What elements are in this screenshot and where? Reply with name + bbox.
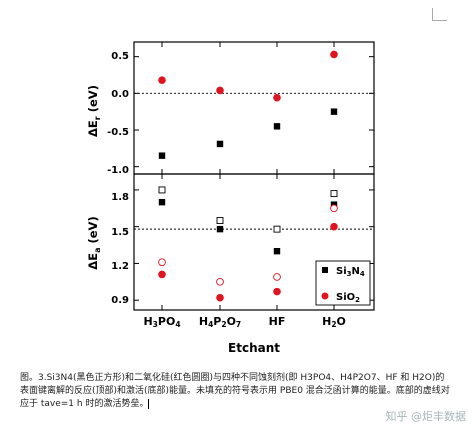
data-point [158,270,166,279]
data-point [216,277,224,286]
figure-caption: 图。3.Si3N4(黑色正方形)和二氧化硅(红色圆圈)与四种不同蚀刻剂(即 H3… [20,372,450,411]
bottom-panel: 0.9 1.2 1.5 1.8 ΔEa (eV) Si3N4 SiO2 [86,173,375,311]
data-point [273,247,281,255]
data-point [216,217,224,225]
legend-marker-sio2 [321,292,329,300]
top-panel-marks [134,42,374,174]
figure: -1.0 -0.5 0.0 0.5 ΔEr (eV) 0.9 1.2 1.5 1… [86,41,375,355]
top-panel: -1.0 -0.5 0.0 0.5 ΔEr (eV) [86,41,375,176]
legend-label-si3n4: Si3N4 [336,266,365,278]
data-point [273,123,281,130]
y-tick-label: 0.0 [111,89,129,100]
top-panel-frame [133,41,375,175]
data-point [216,225,224,233]
bottom-panel-frame [133,173,375,311]
data-point [158,258,166,267]
data-point [158,198,166,206]
y-tick-label: 0.9 [111,295,129,306]
x-axis: H3PO4 H4P2O7 HF H2O Etchant [143,315,345,355]
data-point [330,108,338,115]
x-tick-label: H2O [322,315,346,329]
y-tick-label: 0.5 [111,51,129,62]
data-point [158,186,166,194]
y-tick-label: 1.8 [111,192,129,203]
text-cursor [148,398,150,409]
y-tick-label: 1.2 [111,261,129,272]
x-tick-label: H3PO4 [143,315,180,329]
top-y-axis: -1.0 -0.5 0.0 0.5 [107,51,129,176]
y-tick-label: 1.5 [111,227,129,238]
data-point [273,225,281,233]
data-point [158,76,166,84]
bottom-panel-marks [134,174,374,310]
legend-label-sio2: SiO2 [336,292,360,304]
data-point [216,86,224,95]
data-point [273,93,281,102]
legend-marker-si3n4 [322,267,328,273]
data-point [216,293,224,302]
window-corner-mark [432,8,447,21]
data-point [273,287,281,296]
data-point [158,152,166,159]
x-axis-title: Etchant [228,341,280,355]
y-tick-label: -1.0 [107,165,129,176]
bottom-y-axis-title: ΔEa (eV) [86,216,102,269]
data-point [330,50,338,59]
caption-text: 图。3.Si3N4(黑色正方形)和二氧化硅(红色圆圈)与四种不同蚀刻剂(即 H3… [20,373,450,409]
data-point [330,222,338,231]
watermark: 知乎 @炬丰数据 [385,410,467,423]
legend: Si3N4 SiO2 [315,260,371,306]
top-y-axis-title: ΔEr (eV) [86,85,102,137]
data-point [330,204,338,213]
x-tick-label: HF [269,315,286,328]
x-tick-label: H4P2O7 [199,315,241,329]
y-tick-label: -0.5 [107,127,129,138]
data-point [216,140,224,148]
data-point [330,190,338,198]
data-point [273,273,281,281]
bottom-y-axis: 0.9 1.2 1.5 1.8 [111,192,129,306]
